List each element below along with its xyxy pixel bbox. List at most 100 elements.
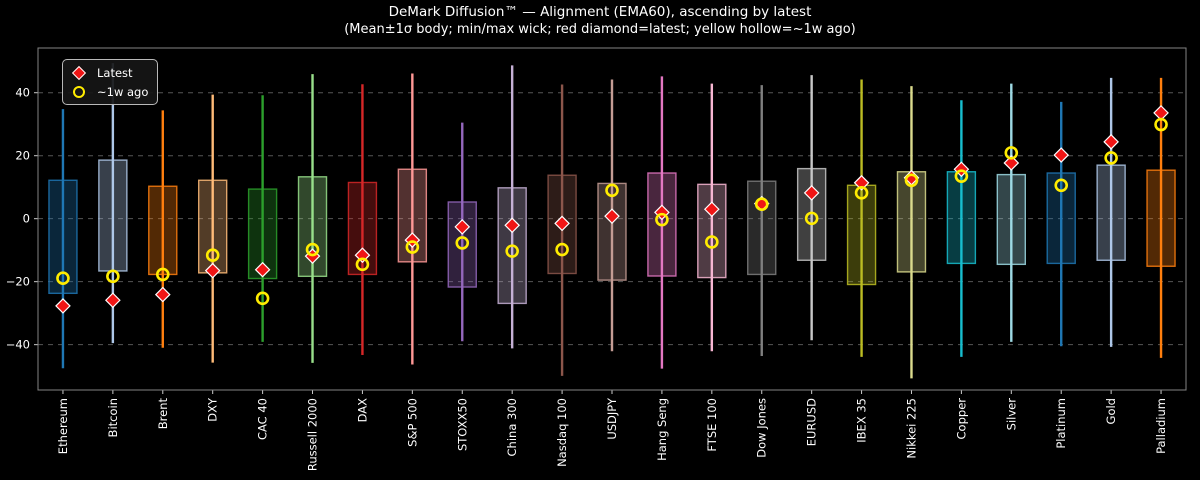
plot-border	[37, 47, 1187, 391]
week-ago-circle-marker	[605, 183, 619, 198]
series-gold: Gold	[1096, 77, 1126, 424]
latest-diamond-marker	[105, 292, 121, 309]
latest-diamond-marker	[654, 204, 670, 221]
series-brent: Brent	[148, 110, 178, 430]
x-axis-label: DAX	[355, 398, 369, 423]
legend-row-latest: Latest	[71, 65, 149, 80]
latest-diamond-marker	[803, 185, 820, 201]
week-ago-circle-marker	[1054, 178, 1069, 193]
series-silver: Silver	[996, 83, 1027, 431]
x-axis-label: Russell 2000	[306, 398, 320, 471]
series-dxy: DXY	[197, 94, 228, 422]
week-ago-circle-marker	[954, 169, 969, 183]
week-ago-circle-marker	[155, 267, 170, 282]
legend-marker-cell	[71, 85, 87, 98]
x-axis-label: China 300	[505, 398, 519, 456]
x-axis-label: DXY	[206, 397, 220, 422]
series-hang-seng: Hang Seng	[647, 76, 677, 461]
x-axis-label: S&P 500	[405, 398, 419, 447]
series-usdjpy: USDJPY	[597, 79, 627, 440]
week-ago-circle-marker	[405, 240, 420, 254]
series-eurusd: EURUSD	[796, 75, 827, 446]
series-palladium: Palladium	[1146, 77, 1176, 454]
legend-latest-label: Latest	[97, 65, 133, 80]
chart-subtitle: (Mean±1σ body; min/max wick; red diamond…	[344, 22, 856, 37]
latest-diamond-marker	[604, 208, 620, 225]
latest-diamond-marker	[454, 219, 471, 235]
latest-diamond-marker	[554, 215, 570, 232]
series-stoxx50: STOXX50	[447, 122, 477, 451]
series-s-p-500: S&P 500	[397, 73, 428, 447]
legend-row-week-ago: ~1w ago	[71, 84, 149, 99]
week-ago-circle-marker	[255, 291, 270, 306]
chart-title: DeMark Diffusion™ — Alignment (EMA60), a…	[388, 4, 812, 20]
series-copper: Copper	[946, 100, 977, 440]
x-axis-label: USDJPY	[605, 397, 619, 440]
week-ago-circle-marker	[1154, 117, 1168, 132]
latest-diamond-marker	[55, 298, 71, 314]
series-russell-2000: Russell 2000	[297, 74, 328, 471]
y-tick-label: 0	[23, 212, 30, 226]
series-nikkei-225: Nikkei 225	[896, 86, 927, 459]
week-ago-circle-marker	[655, 212, 669, 227]
week-ago-circle-marker	[1004, 146, 1019, 160]
series-nasdaq-100: Nasdaq 100	[547, 84, 577, 467]
x-axis-label: Platinum	[1054, 398, 1068, 449]
week-ago-circle-marker	[106, 269, 120, 284]
series-dow-jones: Dow Jones	[747, 85, 777, 458]
x-axis-label: Hang Seng	[655, 398, 669, 461]
x-axis-label: Brent	[156, 398, 170, 430]
latest-diamond-marker	[254, 261, 271, 278]
y-tick-label: −40	[6, 338, 30, 352]
series-dax: DAX	[347, 84, 378, 423]
x-axis-label: Bitcoin	[106, 398, 120, 437]
legend-marker-cell	[71, 65, 87, 80]
week-ago-circle-icon	[73, 85, 85, 98]
week-ago-circle-marker	[804, 211, 819, 226]
latest-diamond-marker	[1003, 155, 1020, 171]
week-ago-circle-marker	[854, 186, 869, 200]
week-ago-circle-marker	[505, 244, 519, 258]
latest-diamond-marker	[154, 286, 171, 303]
series-bitcoin: Bitcoin	[98, 63, 128, 437]
y-tick-label: −20	[6, 275, 30, 289]
series-china-300: China 300	[497, 65, 527, 456]
week-ago-circle-marker	[56, 271, 70, 286]
week-ago-circle-marker	[305, 242, 320, 257]
week-ago-circle-marker	[904, 173, 919, 188]
y-axis-ticks: −40 −20 0 20 40	[6, 86, 38, 352]
latest-diamond-marker	[1103, 133, 1119, 150]
series-ftse-100: FTSE 100	[697, 83, 727, 452]
week-ago-circle-marker	[455, 236, 470, 250]
x-axis-label: Ethereum	[56, 398, 70, 454]
latest-diamond-marker	[853, 174, 870, 191]
x-axis-label: Gold	[1104, 398, 1118, 424]
x-axis-label: CAC 40	[256, 398, 270, 440]
y-tick-label: 20	[15, 149, 30, 163]
latest-diamond-marker	[504, 217, 521, 234]
x-axis-label: Palladium	[1154, 398, 1168, 454]
series-platinum: Platinum	[1046, 101, 1076, 449]
week-ago-circle-marker	[355, 257, 370, 272]
week-ago-circle-marker	[555, 242, 569, 257]
week-ago-circle-marker	[205, 248, 220, 263]
series-ethereum: Ethereum	[48, 109, 78, 454]
week-ago-circle-marker	[1104, 151, 1118, 165]
legend: Latest ~1w ago	[62, 59, 158, 105]
x-axis-label: Dow Jones	[755, 398, 769, 458]
x-axis-label: Copper	[954, 398, 968, 440]
y-tick-label: 40	[15, 86, 30, 100]
x-axis-label: FTSE 100	[705, 398, 719, 452]
x-axis-label: Silver	[1004, 398, 1018, 431]
series-ibex-35: IBEX 35	[846, 79, 877, 443]
latest-diamond-icon	[71, 65, 87, 80]
x-axis-label: IBEX 35	[855, 398, 869, 443]
week-ago-circle-marker	[754, 197, 769, 211]
x-axis-label: EURUSD	[805, 398, 819, 446]
x-axis-label: STOXX50	[455, 398, 469, 451]
latest-diamond-marker	[703, 201, 720, 218]
week-ago-circle-marker	[705, 235, 719, 249]
series-cac-40: CAC 40	[247, 95, 278, 440]
